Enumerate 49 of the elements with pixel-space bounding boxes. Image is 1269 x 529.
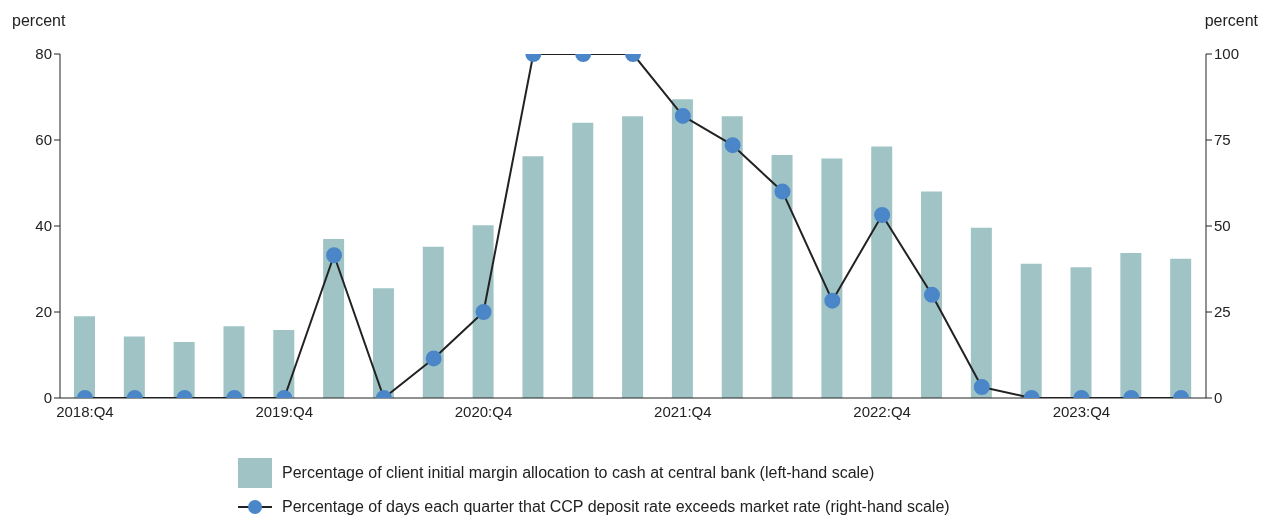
x-tick-label: 2021:Q4: [654, 402, 712, 420]
point: [824, 292, 841, 309]
y2-tick-label: 0: [1214, 389, 1223, 407]
bar: [970, 227, 992, 398]
bar: [223, 326, 245, 398]
y2-tick-label: 50: [1214, 217, 1231, 235]
legend-label: Percentage of days each quarter that CCP deposit rate exceeds market rate (right-hand scale): [282, 498, 950, 516]
y-tick-label: 20: [35, 303, 52, 321]
y-tick-label: 80: [35, 45, 52, 63]
y2-tick-label: 100: [1214, 45, 1240, 63]
x-tick-label: 2022:Q4: [853, 402, 911, 420]
bar: [323, 238, 345, 398]
bar: [572, 122, 594, 398]
y2-axis-title: percent: [1204, 12, 1258, 30]
y-tick-label: 0: [43, 389, 52, 407]
bar: [1020, 263, 1042, 398]
bar: [821, 158, 843, 398]
point: [475, 304, 492, 320]
bar: [671, 99, 693, 398]
bar: [771, 155, 793, 398]
bar: [372, 288, 394, 398]
x-tick-label: 2023:Q4: [1052, 402, 1111, 420]
point: [724, 137, 741, 154]
bar: [472, 225, 494, 398]
x-tick-label: 2019:Q4: [255, 402, 313, 420]
bar: [1070, 267, 1092, 398]
point: [923, 286, 940, 303]
point: [326, 247, 343, 264]
bar: [1170, 258, 1192, 398]
point: [874, 206, 891, 223]
y-tick-label: 60: [35, 131, 52, 149]
bar: [921, 191, 943, 398]
bar: [622, 116, 644, 398]
bar: [74, 316, 95, 398]
x-tick-label: 2020:Q4: [454, 402, 513, 420]
y-tick-label: 40: [35, 217, 52, 235]
x-tick-label: 2018:Q4: [56, 402, 114, 420]
bar: [871, 146, 893, 398]
bar: [522, 156, 544, 398]
y-axis-title: percent: [12, 12, 66, 30]
y2-tick-label: 25: [1214, 303, 1231, 321]
bar: [123, 336, 145, 398]
bar: [422, 246, 444, 398]
bar: [173, 342, 195, 398]
bar: [721, 116, 743, 398]
bar: [1120, 253, 1142, 398]
y2-tick-label: 75: [1214, 131, 1231, 149]
point: [774, 183, 791, 200]
legend-label: Percentage of client initial margin allocation to cash at central bank (left-hand scale): [282, 464, 875, 482]
